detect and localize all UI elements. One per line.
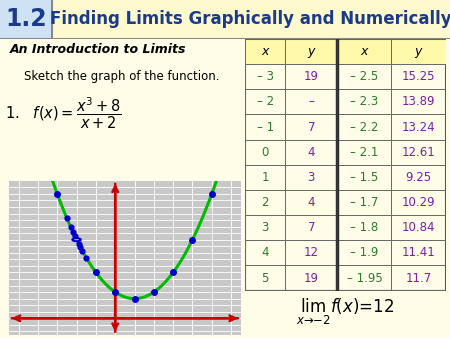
Text: 11.41: 11.41 [401,246,435,259]
Point [92,270,99,275]
Text: – 2.3: – 2.3 [350,95,378,108]
Text: 9.25: 9.25 [405,171,432,184]
Text: – 1.5: – 1.5 [350,171,378,184]
Text: 2: 2 [261,196,269,209]
Text: 4: 4 [308,146,315,159]
Text: 4: 4 [261,246,269,259]
Text: 1.2: 1.2 [5,7,47,31]
Text: – 1.8: – 1.8 [350,221,378,234]
Text: 3: 3 [261,221,269,234]
Text: – 1: – 1 [256,121,274,134]
Text: 7: 7 [308,121,315,134]
Text: 15.25: 15.25 [402,70,435,83]
Bar [0,0,52,39]
Text: $\lim_{x\to-2}f(x)=12$: $\lim_{x\to-2}f(x)=12$ [296,297,395,327]
Text: 7: 7 [308,221,315,234]
Text: 19: 19 [304,70,319,83]
Text: – 2.5: – 2.5 [350,70,378,83]
Text: An Introduction to Limits: An Introduction to Limits [9,43,186,56]
Text: 11.7: 11.7 [405,272,432,285]
Point [170,270,177,275]
Text: Sketch the graph of the function.: Sketch the graph of the function. [24,70,220,83]
Text: 12: 12 [304,246,319,259]
Point [77,245,84,250]
Text: 10.84: 10.84 [402,221,435,234]
Text: – 2.1: – 2.1 [350,146,378,159]
Text: x: x [261,45,269,58]
Point [189,237,196,242]
Text: 3: 3 [308,171,315,184]
Text: –: – [308,95,314,108]
Text: x: x [361,45,368,58]
Text: 4: 4 [308,196,315,209]
Circle shape [72,238,81,241]
Text: 0: 0 [261,146,269,159]
Text: 5: 5 [261,272,269,285]
Point [208,191,216,197]
Point [75,241,82,246]
Text: 19: 19 [304,272,319,285]
Point [150,289,158,295]
Text: – 3: – 3 [257,70,274,83]
Text: 12.61: 12.61 [401,146,435,159]
Text: 1.   $f(x)=\dfrac{x^3+8}{x+2}$: 1. $f(x)=\dfrac{x^3+8}{x+2}$ [5,96,122,131]
Point [83,255,90,260]
Point [79,248,86,254]
Text: y: y [308,45,315,58]
Text: – 1.95: – 1.95 [346,272,382,285]
Point [54,191,61,197]
Text: – 1.9: – 1.9 [350,246,378,259]
Point [112,289,119,295]
Text: 13.24: 13.24 [402,121,435,134]
Text: 13.89: 13.89 [402,95,435,108]
Point [131,296,138,301]
Text: – 1.7: – 1.7 [350,196,378,209]
Point [63,216,71,221]
Text: – 2: – 2 [256,95,274,108]
Point [69,229,76,234]
Point [71,233,78,238]
Point [67,225,74,230]
Text: y: y [415,45,422,58]
Text: – 2.2: – 2.2 [350,121,378,134]
Text: 1: 1 [261,171,269,184]
Bar [245,39,446,64]
Text: Finding Limits Graphically and Numerically: Finding Limits Graphically and Numerical… [50,10,450,28]
Text: 10.29: 10.29 [402,196,435,209]
